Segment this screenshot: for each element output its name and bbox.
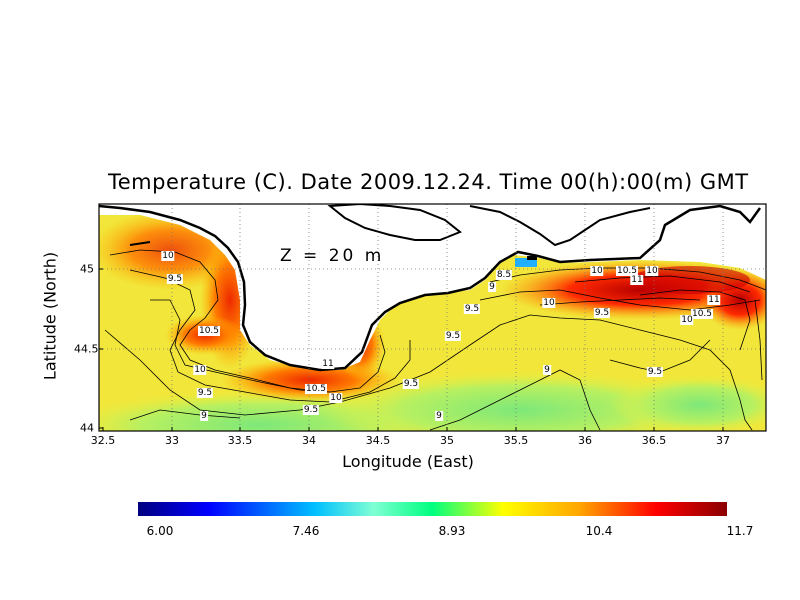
contour-label: 8.5 [495,270,513,280]
contour-label: 11 [630,275,644,285]
contour-label: 10.5 [197,326,221,336]
contour-label: 10 [680,315,694,325]
contour-label: 10 [161,251,175,261]
x-tick-label: 33 [165,434,179,447]
y-tick-label: 44 [80,421,94,435]
contour-label: 9.5 [302,405,320,415]
contour-label: 9 [435,411,443,421]
x-tick-label: 36 [578,434,592,447]
map-title: Temperature (C). Date 2009.12.24. Time 0… [108,170,749,194]
depth-label: Z = 20 m [280,246,385,266]
y-tick-label: 45 [80,262,94,276]
x-tick-label: 34 [302,434,316,447]
contour-label: 10 [590,266,604,276]
contour-label: 9.5 [166,274,184,284]
contour-label: 10.5 [615,266,639,276]
contour-label: 9.5 [444,331,462,341]
contour-label: 9 [200,411,208,421]
contour-label: 9.5 [593,308,611,318]
contour-label: 10 [193,365,207,375]
y-axis-label: Latitude (North) [40,251,60,381]
contour-label: 11 [707,295,721,305]
colorbar-tick: 7.46 [292,524,320,538]
x-tick-label: 35 [440,434,454,447]
contour-label: 9 [488,282,496,292]
contour-label: 10.5 [304,384,328,394]
colorbar-tick: 10.4 [585,524,613,538]
contour-label: 9 [543,365,551,375]
contour-label: 11 [321,359,335,369]
contour-label: 9.5 [402,379,420,389]
x-tick-label: 32.5 [90,434,116,447]
x-tick-label: 35.5 [503,434,529,447]
contour-label: 9.5 [463,304,481,314]
contour-label: 10.5 [690,309,714,319]
land-mass [99,204,766,370]
contour-label: 10 [329,393,343,403]
x-tick-label: 34.5 [365,434,391,447]
y-tick-label: 44.5 [74,342,99,356]
plot-frame [98,203,767,432]
colorbar-tick: 6.00 [146,524,174,538]
contour-label: 10 [542,298,556,308]
x-tick-label: 33.5 [227,434,253,447]
x-axis-label: Longitude (East) [342,452,474,471]
contour-label: 9.5 [646,367,664,377]
colorbar-tick: 8.93 [438,524,466,538]
contour-label: 9.5 [196,388,214,398]
x-tick-label: 37 [716,434,730,447]
contour-label: 10 [645,266,659,276]
colorbar [138,502,727,516]
colorbar-tick: 11.7 [726,524,754,538]
temperature-field [99,204,766,431]
x-tick-label: 36.5 [641,434,667,447]
